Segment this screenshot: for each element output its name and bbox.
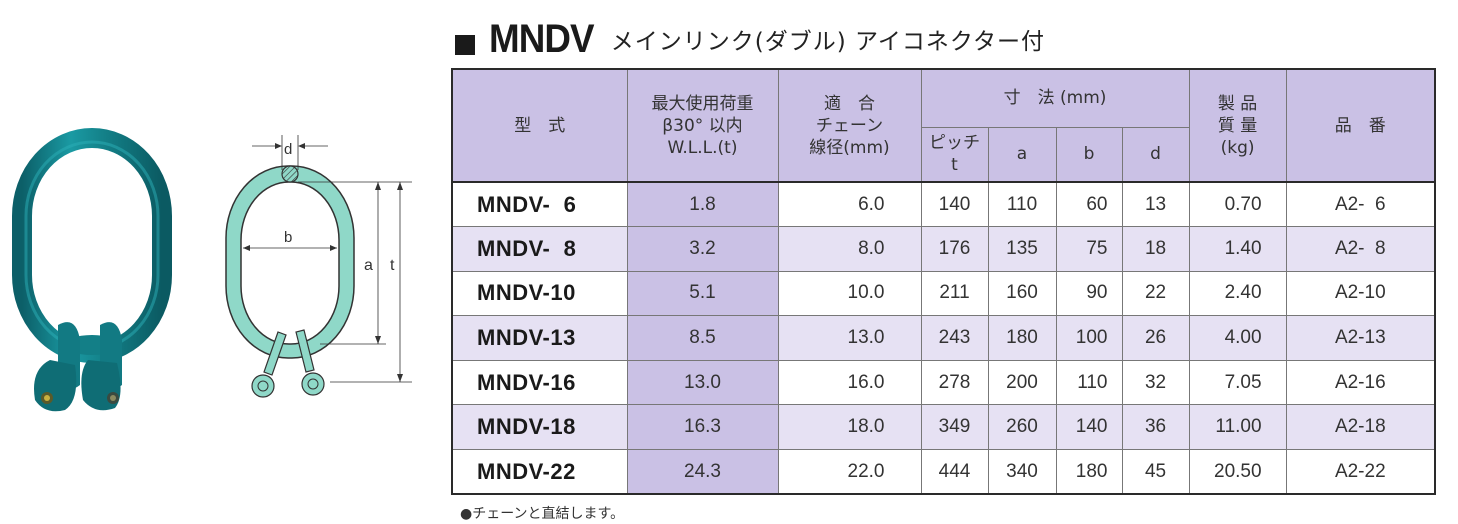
dimension-diagram: d b a t [200,120,430,420]
cell-a: 180 [987,315,1057,361]
cell-wll: 1.8 [626,181,779,228]
cell-chain: 22.0 [777,449,922,495]
cell-b: 140 [1055,404,1123,451]
cell-wll: 8.5 [626,315,779,361]
table-row: MNDV- 6 1.8 6.0 140 110 60 13 0.70 A2- 6 [451,181,1436,228]
cell-wll: 13.0 [626,359,779,406]
header-model: 型 式 [451,68,628,183]
cell-model: MNDV-13 [451,315,628,361]
cell-d: 22 [1121,270,1190,317]
cell-pitch: 211 [920,270,989,317]
master-link-diagram-icon: d b a t [225,135,412,398]
cell-d: 18 [1121,226,1190,272]
cell-wll: 5.1 [626,270,779,317]
title-subtitle: メインリンク(ダブル) アイコネクター付 [610,29,1045,55]
cell-mass: 7.05 [1188,359,1287,406]
cell-pitch: 243 [920,315,989,361]
cell-model: MNDV-16 [451,359,628,406]
cell-pitch: 278 [920,359,989,406]
cell-chain: 13.0 [777,315,922,361]
cell-a: 135 [987,226,1057,272]
table-row: MNDV-10 5.1 10.0 211 160 90 22 2.40 A2-1… [451,270,1436,317]
cell-a: 110 [987,181,1057,228]
cell-chain: 10.0 [777,270,922,317]
cell-a: 160 [987,270,1057,317]
table-row: MNDV-18 16.3 18.0 349 260 140 36 11.00 A… [451,404,1436,451]
cell-mass: 2.40 [1188,270,1287,317]
page-title: MNDV メインリンク(ダブル) アイコネクター付 [455,18,1045,60]
cell-d: 36 [1121,404,1190,451]
cell-b: 60 [1055,181,1123,228]
svg-text:t: t [390,257,395,274]
cell-model: MNDV-10 [451,270,628,317]
product-photo [0,120,200,430]
cell-pitch: 349 [920,404,989,451]
header-chain-diameter: 適 合 チェーン 線径(mm) [777,68,922,183]
cell-chain: 16.0 [777,359,922,406]
cell-pitch: 176 [920,226,989,272]
title-model: MNDV [489,17,595,61]
table-row: MNDV-22 24.3 22.0 444 340 180 45 20.50 A… [451,449,1436,495]
footnote: ●チェーンと直結します。 [460,506,625,522]
table-row: MNDV- 8 3.2 8.0 176 135 75 18 1.40 A2- 8 [451,226,1436,272]
cell-b: 100 [1055,315,1123,361]
cell-b: 90 [1055,270,1123,317]
cell-model: MNDV- 6 [451,181,628,228]
cell-a: 340 [987,449,1057,495]
cell-part-number: A2-16 [1285,359,1436,406]
header-wll: 最大使用荷重 β30° 以内 W.L.L.(t) [626,68,779,183]
cell-part-number: A2-13 [1285,315,1436,361]
cell-a: 260 [987,404,1057,451]
cell-b: 180 [1055,449,1123,495]
header-mass: 製 品 質 量 (kg) [1188,68,1287,183]
cell-mass: 0.70 [1188,181,1287,228]
cell-a: 200 [987,359,1057,406]
cell-wll: 16.3 [626,404,779,451]
svg-text:b: b [284,229,292,246]
header-dimensions: 寸 法 (mm) [920,68,1190,128]
header-a: a [987,126,1057,183]
cell-part-number: A2- 6 [1285,181,1436,228]
cell-mass: 4.00 [1188,315,1287,361]
master-link-photo-icon [12,128,172,412]
cell-part-number: A2- 8 [1285,226,1436,272]
cell-chain: 6.0 [777,181,922,228]
cell-mass: 20.50 [1188,449,1287,495]
cell-chain: 8.0 [777,226,922,272]
cell-model: MNDV-18 [451,404,628,451]
svg-text:a: a [364,257,373,274]
cell-mass: 1.40 [1188,226,1287,272]
header-b: b [1055,126,1123,183]
cell-model: MNDV-22 [451,449,628,495]
cell-d: 13 [1121,181,1190,228]
cell-d: 32 [1121,359,1190,406]
cell-b: 75 [1055,226,1123,272]
square-bullet-icon [455,35,475,55]
cell-wll: 3.2 [626,226,779,272]
cell-pitch: 444 [920,449,989,495]
cell-b: 110 [1055,359,1123,406]
header-pitch: ピッチ t [920,126,989,183]
header-part-number: 品 番 [1285,68,1436,183]
cell-model: MNDV- 8 [451,226,628,272]
cell-chain: 18.0 [777,404,922,451]
cell-part-number: A2-18 [1285,404,1436,451]
cell-d: 45 [1121,449,1190,495]
table-row: MNDV-16 13.0 16.0 278 200 110 32 7.05 A2… [451,359,1436,406]
cell-part-number: A2-10 [1285,270,1436,317]
cell-d: 26 [1121,315,1190,361]
spec-table: 型 式 最大使用荷重 β30° 以内 W.L.L.(t) 適 合 チェーン 線径… [451,68,1437,496]
cell-mass: 11.00 [1188,404,1287,451]
table-row: MNDV-13 8.5 13.0 243 180 100 26 4.00 A2-… [451,315,1436,361]
cell-pitch: 140 [920,181,989,228]
cell-part-number: A2-22 [1285,449,1436,495]
header-d: d [1121,126,1190,183]
cell-wll: 24.3 [626,449,779,495]
svg-text:d: d [284,141,292,158]
